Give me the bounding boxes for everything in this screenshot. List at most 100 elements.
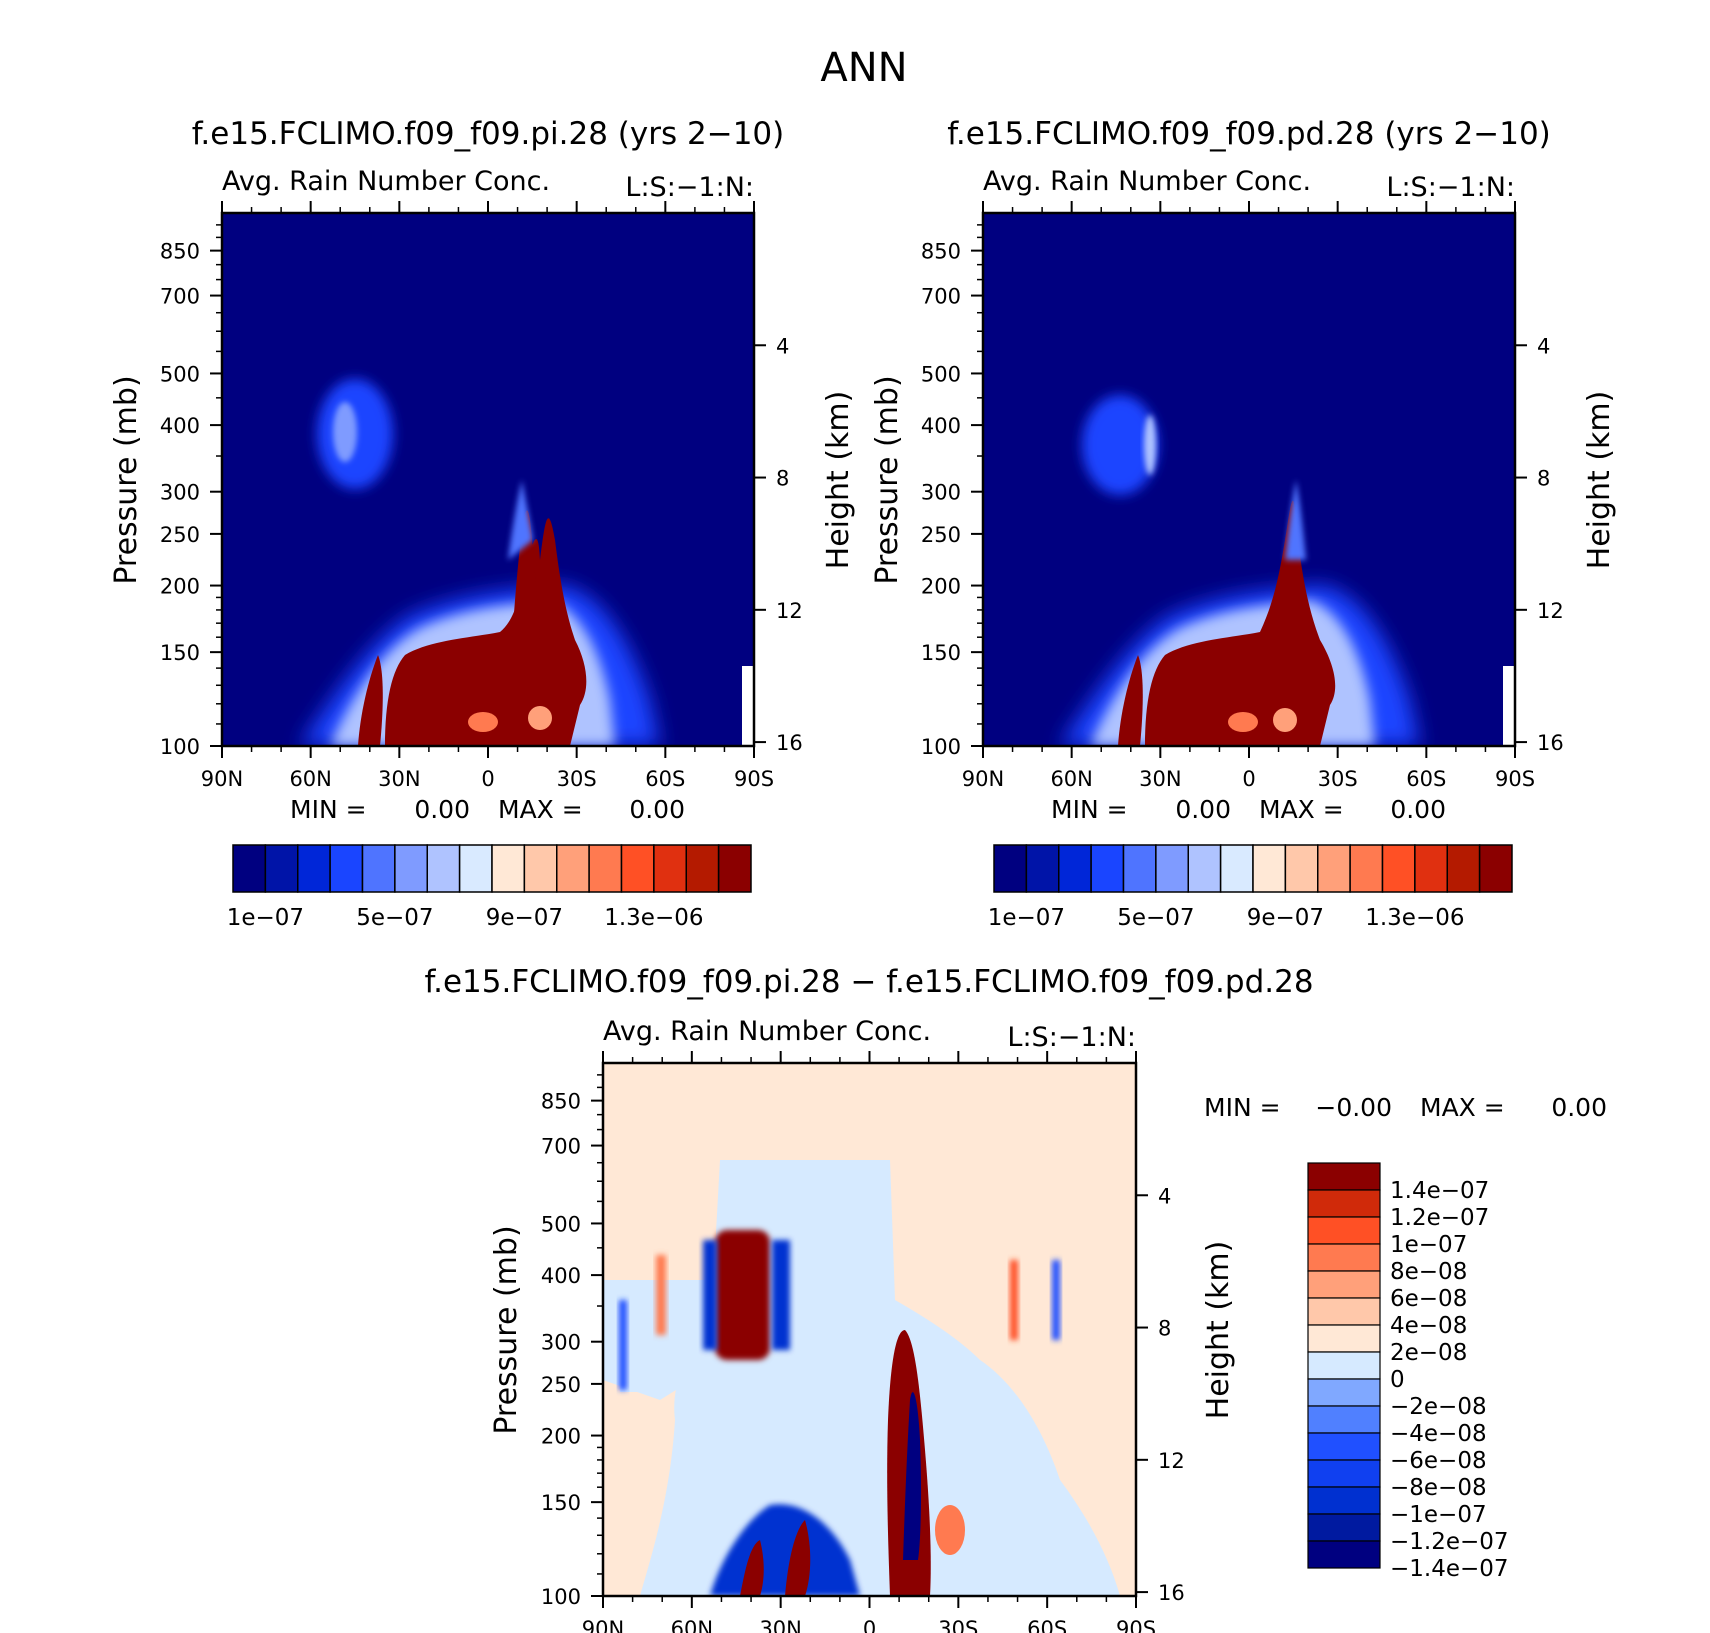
colorbar-swatch (1307, 1405, 1381, 1434)
panel-pi-min-label: MIN = (290, 795, 367, 824)
panel-diff-orange-spot (935, 1505, 965, 1555)
y-tick-label: 200 (921, 575, 961, 599)
y-tick-label: 200 (160, 575, 200, 599)
y-tick-label: 200 (541, 1425, 581, 1449)
colorbar-swatch (1307, 1432, 1381, 1461)
y2-tick-label: 16 (1537, 731, 1564, 755)
y-tick-label: 250 (160, 523, 200, 547)
colorbar-swatch (685, 844, 720, 893)
y2-tick-label: 8 (776, 467, 789, 491)
colorbar-swatch (1284, 844, 1319, 893)
colorbar-swatch (394, 844, 428, 893)
panel-diff-min-label: MIN = (1204, 1093, 1281, 1122)
colorbar-swatch (491, 844, 526, 893)
panel-pi-left-lobe (358, 655, 383, 746)
colorbar-label: 0 (1390, 1367, 1405, 1393)
x-tick-label: 60S (645, 767, 685, 791)
panel-pd-x-axis: 90N 60N 30N 0 30S 60S 90S (962, 201, 1535, 791)
x-tick-label: 30N (1139, 767, 1181, 791)
panel-pi-plume (512, 510, 540, 640)
colorbar-swatch (1307, 1540, 1381, 1569)
panel-diff-subtitle: Avg. Rain Number Conc. (603, 1016, 931, 1047)
colorbar-swatch (1307, 1378, 1381, 1407)
panel-pd-units: L:S:−1:N: (1386, 172, 1515, 203)
colorbar-label: 2e−08 (1390, 1340, 1467, 1366)
panel-diff-upper-blue-1 (703, 1240, 717, 1350)
panel-pd-plume-halo (1285, 480, 1306, 560)
colorbar-swatch (1058, 844, 1092, 893)
x-tick-label: 60S (1027, 1617, 1067, 1633)
y-tick-label: 250 (541, 1373, 581, 1397)
x-tick-label: 0 (863, 1617, 876, 1633)
panel-diff-ylabel: Pressure (mb) (489, 1225, 524, 1434)
panel-pd-left-lobe (1118, 655, 1143, 746)
panel-diff-y-axis: 100 150 200 250 300 400 500 700 850 16 12 8 4 (541, 1074, 1185, 1609)
panel-diff-field (603, 1063, 1136, 1596)
colorbar-swatch (523, 844, 558, 893)
y-tick-label: 100 (921, 735, 961, 759)
y2-tick-label: 16 (1158, 1581, 1185, 1605)
x-tick-label: 90N (962, 767, 1004, 791)
panel-diff-right-red (1010, 1260, 1018, 1340)
panel-diff-upper-blue-2 (772, 1240, 790, 1350)
panel-pi-x-axis: 90N 60N 30N 0 30S 60S 90S (201, 201, 774, 791)
panel-diff-upper-red (715, 1230, 770, 1360)
y-tick-label: 150 (541, 1491, 581, 1515)
y2-tick-label: 4 (1537, 334, 1550, 358)
colorbar-label: 1e−07 (1390, 1232, 1467, 1258)
panel-pi-title: f.e15.FCLIMO.f09_f09.pi.28 (yrs 2−10) (192, 116, 784, 152)
colorbar-swatch (1155, 844, 1189, 893)
y-tick-label: 300 (160, 481, 200, 505)
panel-pi-colorbar: 1e−07 5e−07 9e−07 1.3e−06 (227, 844, 752, 931)
colorbar-swatch (620, 844, 655, 893)
y-tick-label: 100 (160, 735, 200, 759)
panel-diff-upper-orange (656, 1255, 666, 1335)
x-tick-label: 90S (734, 767, 774, 791)
colorbar-swatch (1307, 1324, 1381, 1353)
x-tick-label: 30N (378, 767, 420, 791)
colorbar-swatch (1307, 1162, 1381, 1191)
colorbar-swatch (1307, 1459, 1381, 1488)
x-tick-label: 0 (1242, 767, 1255, 791)
panel-pd-y2label: Height (km) (1582, 391, 1617, 570)
colorbar-swatch (264, 844, 299, 893)
colorbar-swatch (1252, 844, 1287, 893)
colorbar-swatch (1307, 1189, 1381, 1218)
panel-pi-maximum (385, 518, 587, 746)
colorbar-label: 1e−07 (988, 905, 1065, 931)
panel-pi-max-value: 0.00 (629, 795, 685, 824)
panel-pi-y-axis: 100 150 200 250 300 400 500 700 850 16 12 8 4 (160, 224, 803, 759)
y-tick-label: 700 (921, 285, 961, 309)
y-tick-label: 700 (541, 1135, 581, 1159)
panel-pd-title: f.e15.FCLIMO.f09_f09.pd.28 (yrs 2−10) (947, 116, 1551, 152)
colorbar-label: −1.4e−07 (1390, 1556, 1509, 1582)
colorbar-label: 1.4e−07 (1390, 1178, 1489, 1204)
panel-diff-title: f.e15.FCLIMO.f09_f09.pi.28 − f.e15.FCLIM… (424, 964, 1313, 1000)
colorbar-label: 9e−07 (1247, 905, 1324, 931)
x-tick-label: 90S (1116, 1617, 1156, 1633)
colorbar-label: 6e−08 (1390, 1286, 1467, 1312)
colorbar-swatch (556, 844, 590, 893)
x-tick-label: 60S (1406, 767, 1446, 791)
x-tick-label: 60N (1050, 767, 1092, 791)
panel-pi-plume-halo (508, 480, 533, 560)
colorbar-label: −1.2e−07 (1390, 1529, 1509, 1555)
colorbar-label: 5e−07 (356, 905, 433, 931)
y2-tick-label: 12 (776, 599, 803, 623)
panel-diff-y2label: Height (km) (1201, 1241, 1236, 1420)
panel-diff-tropical-blue (903, 1392, 922, 1560)
y-tick-label: 500 (921, 362, 961, 386)
colorbar-swatch (1025, 844, 1060, 893)
y-tick-label: 850 (921, 240, 961, 264)
x-tick-label: 60N (671, 1617, 713, 1633)
panel-diff-min-value: −0.00 (1315, 1093, 1392, 1122)
colorbar-swatch (1307, 1351, 1381, 1380)
panel-diff-x-axis: 90N 60N 30N 0 30S 60S 90S (582, 1051, 1156, 1633)
colorbar-swatch (1414, 844, 1448, 893)
colorbar-label: 5e−07 (1117, 905, 1194, 931)
panel-pd-upper-patch (1082, 395, 1158, 495)
panel-pi-orange-spot-1 (468, 712, 498, 732)
panel-pd-edge-white (1503, 666, 1515, 746)
y-tick-label: 400 (160, 414, 200, 438)
colorbar-label: −6e−08 (1390, 1448, 1487, 1474)
